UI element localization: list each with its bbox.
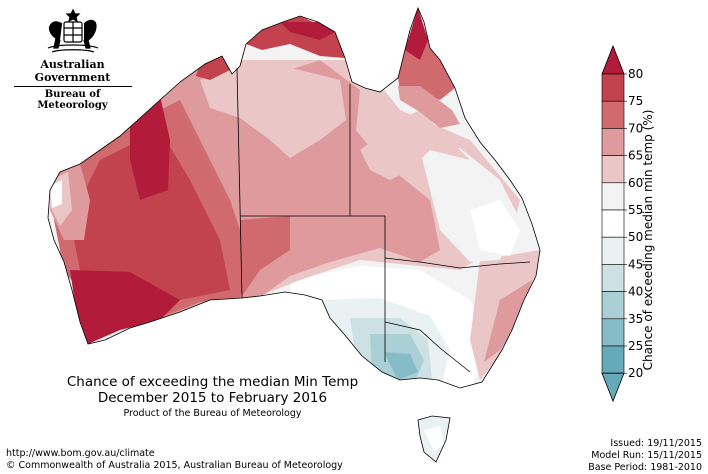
copyright: © Commonwealth of Australia 2015, Austra…	[6, 460, 343, 471]
map-title-line2: December 2015 to February 2016	[97, 390, 328, 406]
legend-tick-label: 40	[628, 285, 643, 299]
legend-bottom-arrow	[601, 372, 625, 403]
coat-of-arms-icon	[47, 8, 98, 53]
org-divider	[13, 86, 132, 87]
government-logo: Australian Government Bureau of Meteorol…	[10, 8, 135, 111]
legend-tick-label: 65	[628, 149, 643, 163]
legend-swatch	[601, 182, 625, 211]
issued-date: Issued: 19/11/2015	[610, 438, 702, 449]
org-name-line1: Australian Government	[34, 58, 111, 84]
legend-swatch	[601, 128, 625, 156]
map-caption: Chance of exceeding the median Min Temp …	[30, 374, 395, 419]
legend-tick-label: 80	[628, 67, 643, 81]
legend-swatch	[601, 318, 625, 347]
legend-tick-label: 70	[628, 121, 643, 135]
legend-swatch	[601, 345, 625, 374]
legend-title: Chance of exceeding median min temp (%)	[641, 109, 655, 371]
legend-swatch	[601, 291, 625, 320]
legend-tick-label: 50	[628, 230, 643, 244]
footer-right: Issued: 19/11/2015 Model Run: 15/11/2015…	[588, 438, 702, 474]
legend-tick-label: 75	[628, 94, 643, 108]
legend-swatch	[601, 73, 625, 102]
legend-tick-label: 25	[628, 339, 643, 353]
model-run-date: Model Run: 15/11/2015	[591, 450, 702, 461]
legend-top-arrow	[601, 44, 625, 75]
legend-colorbar: 80 75 70 65 60 55 50 45 40 35 25 20	[601, 44, 643, 403]
legend-swatch	[601, 100, 625, 129]
legend-tick-label: 60	[628, 176, 643, 190]
source-url: http://www.bom.gov.au/climate	[6, 448, 155, 459]
coastline	[47, 6, 541, 389]
legend-swatch	[601, 209, 625, 238]
product-note: Product of the Bureau of Meteorology	[123, 408, 302, 419]
legend-tick-label: 35	[628, 312, 643, 326]
legend-swatch	[601, 155, 625, 184]
legend-swatch	[601, 264, 625, 292]
state-borders	[236, 67, 531, 373]
base-period: Base Period: 1981-2010	[588, 462, 702, 473]
legend-tick-label: 20	[628, 366, 643, 380]
legend-tick-label: 55	[628, 203, 643, 217]
map-title-line1: Chance of exceeding the median Min Temp	[66, 374, 359, 390]
legend-swatch	[601, 236, 625, 265]
org-name-line2: Bureau of Meteorology	[37, 89, 108, 111]
legend-tick-label: 45	[628, 257, 643, 271]
footer-left: http://www.bom.gov.au/climate © Commonwe…	[6, 448, 343, 472]
